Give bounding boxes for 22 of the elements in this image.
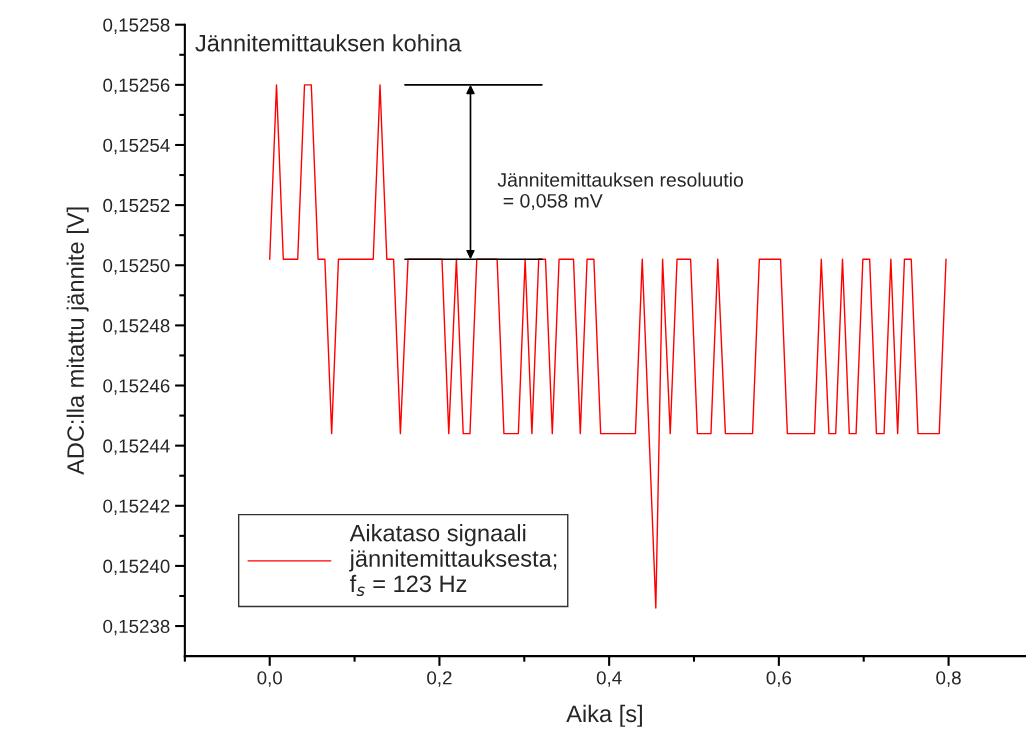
- x-tick-label: 0,8: [936, 671, 961, 687]
- line-series: [269, 84, 947, 609]
- y-tick-label: 0,15250: [103, 258, 170, 275]
- x-tick-label: 0,0: [257, 671, 283, 687]
- y-tick-label: 0,15248: [103, 319, 170, 335]
- y-tick-label: 0,15258: [103, 18, 170, 34]
- x-tick-label: 0,2: [427, 671, 452, 687]
- x-axis-title: Aika [s]: [566, 704, 642, 727]
- y-tick-label: 0,15246: [103, 379, 170, 395]
- y-tick-label: 0,15252: [103, 198, 170, 215]
- y-tick-label: 0,15256: [103, 78, 170, 95]
- y-tick-label: 0,15244: [103, 439, 170, 455]
- annotation: Jännitemittauksen resoluutio = 0,058 mV: [497, 172, 743, 211]
- chart-title: Jännitemittauksen kohina: [195, 34, 462, 52]
- y-tick-label: 0,15238: [103, 619, 170, 636]
- y-tick-label: 0,15242: [103, 499, 170, 515]
- y-axis-title: ADC:lla mitattu jännite [V]: [66, 207, 89, 475]
- x-tick-label: 0,6: [766, 671, 792, 687]
- y-tick-label: 0,15254: [103, 138, 170, 155]
- y-tick-label: 0,15240: [103, 559, 170, 576]
- x-tick-label: 0,4: [596, 671, 622, 687]
- legend-label: Aikataso signaali jännitemittauksesta; f$_{s}$ = 123 Hz: [349, 524, 557, 597]
